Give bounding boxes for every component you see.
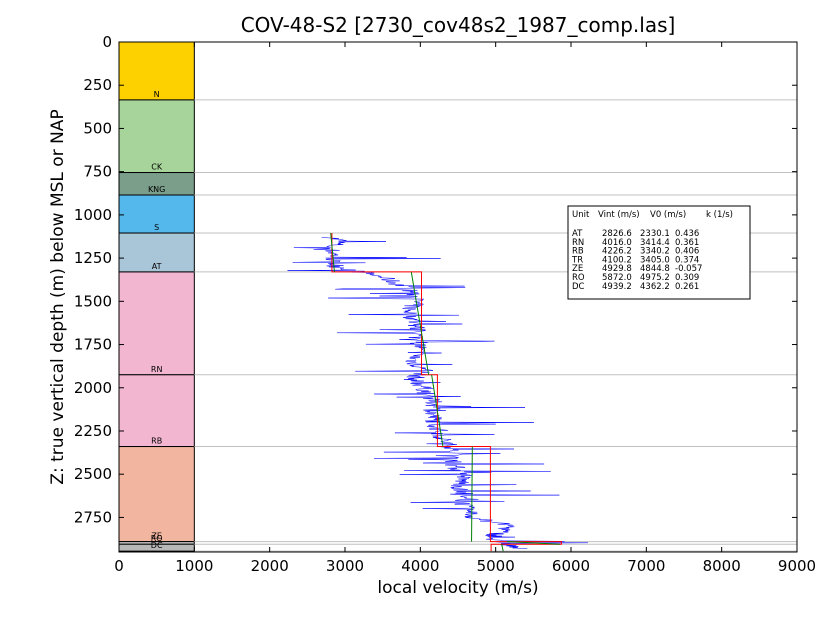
x-tick-label: 3000 [326,557,364,575]
legend-cell: 0.261 [675,282,699,292]
legend-cell: RN [572,238,584,248]
legend-cell: -0.057 [675,264,702,274]
y-tick-label: 500 [83,119,112,137]
linear-fit-segment [431,374,444,447]
velocity-log [287,237,589,549]
legend-header-cell: Unit [572,210,590,220]
formation-label: CK [151,163,163,172]
y-tick-label: 0 [102,33,112,51]
formation-block [118,446,195,543]
legend-cell: 2826.6 [602,229,632,239]
legend-cell: 4016.0 [602,238,632,248]
legend-cell: 4975.2 [640,273,670,283]
legend-cell: TR [571,255,583,265]
y-axis-ticks: 0 250 500 750 1000 1250 1500 1750 2000 2250 2500 27… [74,33,797,526]
formation-block [118,99,195,174]
linear-fit-segment [501,544,504,552]
linear-fit-segment [330,232,335,272]
x-tick-label: 8000 [703,557,741,575]
legend-cell: 0.436 [675,229,699,239]
legend-cell: RO [572,273,585,283]
legend-cell: 0.309 [675,273,699,283]
formation-label: KNG [148,185,165,194]
legend-header-cell: V0 (m/s) [650,210,686,220]
velocity-log-trace [287,237,589,549]
legend-cell: 4844.8 [640,264,670,274]
legend-header-cell: Vint (m/s) [598,210,640,220]
legend-table: Unit Vint (m/s) V0 (m/s) k (1/s) AT 2826.6 233… [567,205,751,300]
plot-frame [118,41,798,553]
formation-label: ZE [151,532,162,541]
x-tick-label: 6000 [552,557,590,575]
y-tick-label: 1000 [74,206,112,224]
y-tick-label: 2500 [74,465,112,483]
formation-label: N [154,90,160,99]
legend-cell: 2330.1 [640,229,670,239]
legend-cell: 4100.2 [602,255,632,265]
y-axis-label: Z: true vertical depth (m) below MSL or … [48,109,68,484]
legend-cell: 4929.8 [602,264,632,274]
legend-cell: 4939.2 [602,282,632,292]
legend-cell: ZE [572,264,583,274]
linear-fit-segment [506,541,560,545]
y-tick-label: 750 [83,163,112,181]
legend-cell: 4362.2 [640,282,670,292]
y-tick-label: 1250 [74,249,112,267]
x-tick-label: 0 [114,557,124,575]
legend-cell: 4226.2 [602,247,632,257]
legend-cell: 3414.4 [640,238,670,248]
formation-label: RN [151,365,163,374]
legend-box [567,205,751,300]
legend-cell: DC [572,282,585,292]
y-tick-label: 1750 [74,336,112,354]
chart-title: COV-48-S2 [2730_cov48s2_1987_comp.las] [241,13,676,37]
interval-velocity-series [331,233,562,552]
formation-label: RB [151,437,162,446]
x-tick-label: 7000 [627,557,665,575]
x-tick-label: 4000 [401,557,439,575]
legend-cell: 3405.0 [640,255,670,265]
x-axis-ticks: 0 1000 2000 3000 4000 5000 6000 7000 8000 9000 [114,42,816,575]
y-tick-label: 2250 [74,422,112,440]
boundary-grid [194,99,797,552]
y-tick-label: 2750 [74,508,112,526]
interval-velocity-line [331,233,562,552]
legend-cell: 0.361 [675,238,699,248]
formation-label: DC [151,541,163,550]
x-tick-label: 2000 [251,557,289,575]
legend-cell: 0.406 [675,247,699,257]
legend-cell: 3340.2 [640,247,670,257]
x-tick-label: 5000 [477,557,515,575]
y-tick-label: 250 [83,76,112,94]
legend-cell: 0.374 [675,255,699,265]
x-tick-label: 1000 [175,557,213,575]
y-tick-label: 2000 [74,379,112,397]
formation-block [118,271,195,376]
linear-fit-segment [471,446,473,542]
y-tick-label: 1500 [74,292,112,310]
legend-cell: 5872.0 [602,273,632,283]
x-tick-label: 9000 [778,557,816,575]
linear-fit-segment [410,271,430,375]
linear-fit-series [330,232,560,552]
formation-label: S [154,223,159,232]
legend-cell: AT [572,229,583,239]
formation-block [118,194,195,234]
formation-label: RO [151,534,163,543]
formation-label: AT [152,262,162,271]
formation-block [118,41,195,101]
legend-cell: RB [572,247,584,257]
legend-header-cell: k (1/s) [706,210,733,220]
x-axis-label: local velocity (m/s) [377,578,538,598]
